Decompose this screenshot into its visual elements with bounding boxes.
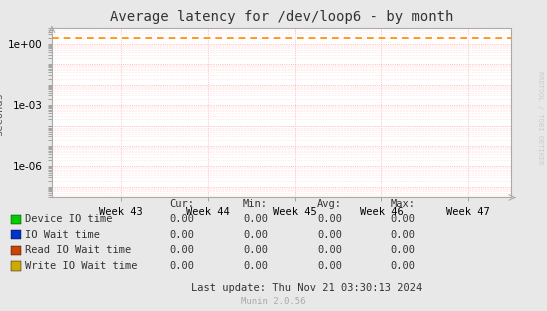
- Text: 0.00: 0.00: [317, 261, 342, 271]
- Text: Write IO Wait time: Write IO Wait time: [25, 261, 138, 271]
- Y-axis label: seconds: seconds: [0, 91, 4, 135]
- Text: 0.00: 0.00: [317, 214, 342, 224]
- Title: Average latency for /dev/loop6 - by month: Average latency for /dev/loop6 - by mont…: [110, 10, 453, 24]
- Text: Avg:: Avg:: [317, 199, 342, 209]
- Text: 0.00: 0.00: [243, 261, 268, 271]
- Text: Munin 2.0.56: Munin 2.0.56: [241, 297, 306, 306]
- Text: 0.00: 0.00: [391, 245, 416, 255]
- Text: 0.00: 0.00: [243, 230, 268, 240]
- Text: 0.00: 0.00: [169, 230, 194, 240]
- Text: 0.00: 0.00: [243, 214, 268, 224]
- Text: IO Wait time: IO Wait time: [25, 230, 100, 240]
- Text: Read IO Wait time: Read IO Wait time: [25, 245, 131, 255]
- Text: 0.00: 0.00: [169, 261, 194, 271]
- Text: 0.00: 0.00: [391, 214, 416, 224]
- Text: Min:: Min:: [243, 199, 268, 209]
- Text: Max:: Max:: [391, 199, 416, 209]
- Text: 0.00: 0.00: [391, 261, 416, 271]
- Text: RRDTOOL / TOBI OETIKER: RRDTOOL / TOBI OETIKER: [537, 72, 543, 165]
- Text: Device IO time: Device IO time: [25, 214, 113, 224]
- Text: 0.00: 0.00: [169, 214, 194, 224]
- Text: 0.00: 0.00: [243, 245, 268, 255]
- Text: 0.00: 0.00: [317, 230, 342, 240]
- Text: 0.00: 0.00: [391, 230, 416, 240]
- Text: Cur:: Cur:: [169, 199, 194, 209]
- Text: 0.00: 0.00: [169, 245, 194, 255]
- Text: Last update: Thu Nov 21 03:30:13 2024: Last update: Thu Nov 21 03:30:13 2024: [191, 283, 422, 293]
- Text: 0.00: 0.00: [317, 245, 342, 255]
